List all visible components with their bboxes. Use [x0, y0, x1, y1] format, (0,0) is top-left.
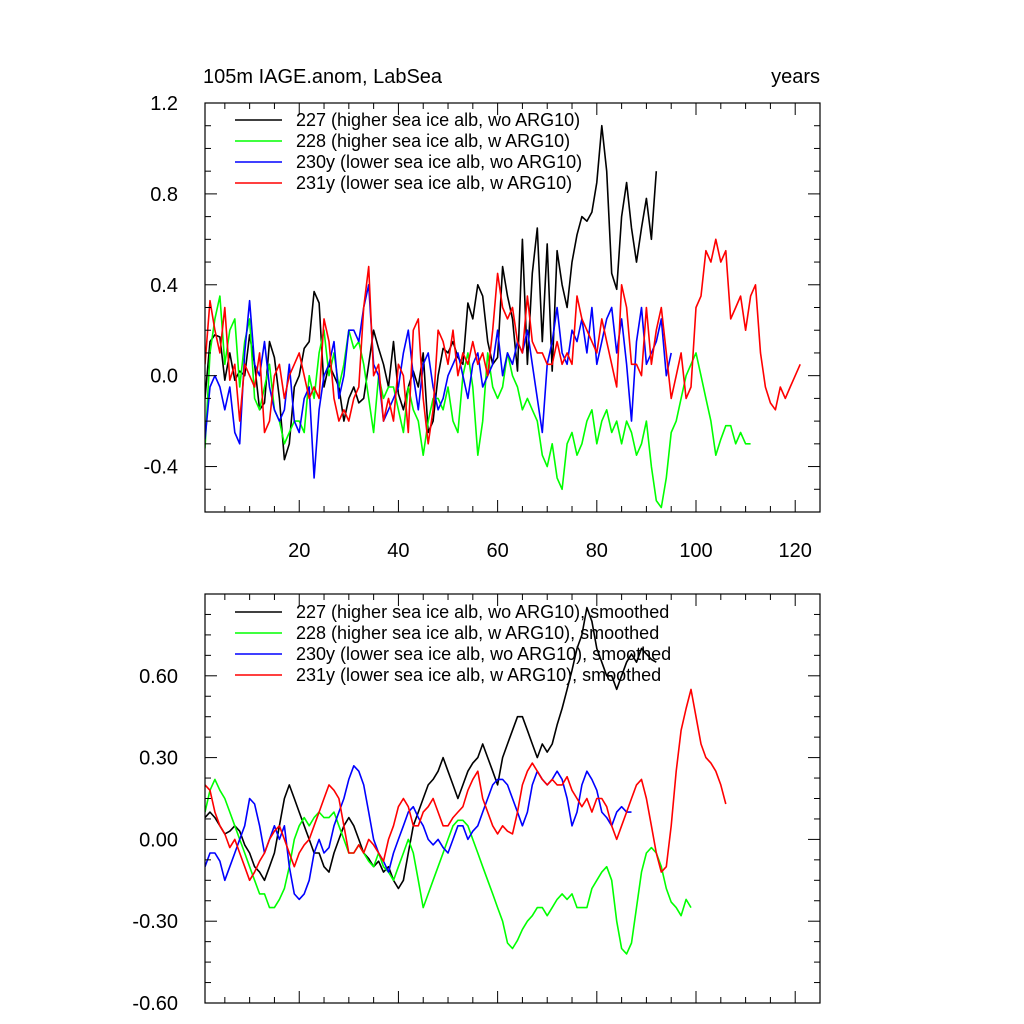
top-chart-title: 105m IAGE.anom, LabSea [203, 66, 443, 88]
top-chart-series-line-3 [205, 283, 672, 479]
top-chart-x-tick-label: 60 [486, 540, 508, 562]
bottom-chart-series-line-4 [205, 688, 727, 882]
bottom-chart-legend-label-2: 228 (higher sea ice alb, w ARG10), smoot… [296, 623, 659, 643]
top-chart-y-tick-label: 0.4 [150, 275, 178, 297]
bottom-chart-y-tick-label: 0.60 [139, 666, 178, 688]
bottom-chart-y-tick-label: 0.00 [139, 829, 178, 851]
top-chart-y-tick-label: 0.0 [150, 366, 178, 388]
top-chart-series-line-4 [205, 238, 801, 445]
top-chart-x-tick-label: 100 [679, 540, 712, 562]
bottom-chart-y-tick-label: -0.60 [132, 993, 178, 1015]
top-chart-x-tick-label: 40 [387, 540, 409, 562]
top-chart-x-tick-label: 20 [288, 540, 310, 562]
top-chart-units-label: years [771, 66, 820, 88]
top-chart-x-tick-label: 120 [779, 540, 812, 562]
top-chart-legend-label-1: 227 (higher sea ice alb, wo ARG10) [296, 110, 580, 130]
top-chart-plot-area: 20 40 60 80 100 120 -0.4 0.0 0.4 0.8 1.2 227 (highe… [144, 93, 821, 562]
top-chart-legend-label-4: 231y (lower sea ice alb, w ARG10) [296, 173, 572, 193]
top-chart-y-tick-label: -0.4 [144, 457, 178, 479]
top-chart-series-line-2 [205, 295, 751, 509]
bottom-chart-legend-label-4: 231y (lower sea ice alb, w ARG10), smoot… [296, 665, 661, 685]
bottom-chart-legend-label-1: 227 (higher sea ice alb, wo ARG10), smoo… [296, 602, 669, 622]
top-chart-x-tick-label: 80 [586, 540, 608, 562]
bottom-chart-y-tick-label: -0.30 [132, 911, 178, 933]
top-chart-legend-label-3: 230y (lower sea ice alb, wo ARG10) [296, 152, 582, 172]
top-chart-legend-label-2: 228 (higher sea ice alb, w ARG10) [296, 131, 570, 151]
top-chart-y-tick-label: 1.2 [150, 93, 178, 115]
top-chart-y-tick-label: 0.8 [150, 184, 178, 206]
bottom-chart-y-tick-label: 0.30 [139, 748, 178, 770]
bottom-chart-series-line-2 [205, 778, 692, 955]
bottom-chart-legend-label-3: 230y (lower sea ice alb, wo ARG10), smoo… [296, 644, 671, 664]
bottom-chart-series-line-1 [205, 606, 657, 890]
bottom-chart-plot-area: -0.60 -0.30 0.00 0.30 0.60 227 (higher sea ic… [132, 593, 821, 1015]
